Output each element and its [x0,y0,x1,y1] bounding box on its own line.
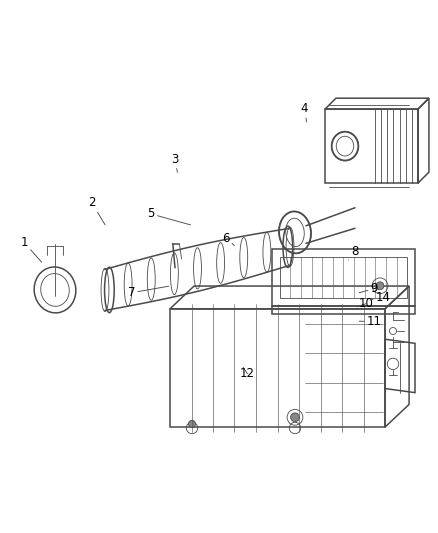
Circle shape [188,421,195,427]
Text: 14: 14 [370,290,391,304]
Text: 8: 8 [348,245,358,260]
Text: 2: 2 [88,197,105,225]
Text: 6: 6 [222,231,234,246]
Text: 5: 5 [148,207,191,225]
Circle shape [376,282,384,290]
Text: 10: 10 [357,297,373,310]
Text: 3: 3 [172,152,179,172]
Text: 4: 4 [300,102,308,122]
Circle shape [291,413,300,422]
Text: 1: 1 [20,236,42,262]
Text: 7: 7 [127,286,169,300]
Text: 12: 12 [240,367,255,381]
Text: 9: 9 [359,282,378,295]
Text: 11: 11 [359,315,382,328]
